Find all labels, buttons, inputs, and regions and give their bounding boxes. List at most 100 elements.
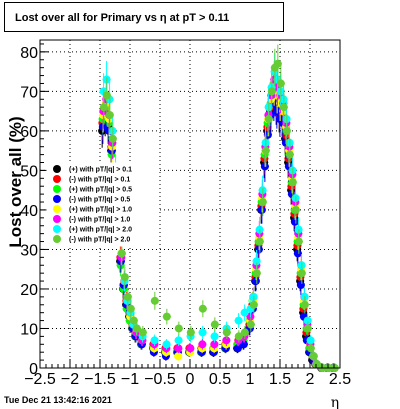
data-point (296, 281, 305, 290)
legend-marker (53, 165, 61, 173)
legend-label: (-) with pT/|q| > 1.0 (69, 217, 130, 224)
data-point (303, 324, 312, 333)
data-point (293, 249, 302, 258)
data-point (285, 150, 294, 159)
y-tick-label: 70 (20, 84, 38, 101)
data-point (252, 257, 261, 266)
y-tick-label: 50 (20, 163, 38, 180)
legend-label: (-) with pT/|q| > 0.1 (69, 177, 130, 184)
data-point (282, 126, 291, 135)
x-axis-title: η (331, 395, 339, 409)
data-point (117, 249, 126, 258)
data-point (276, 79, 285, 88)
data-point (198, 340, 207, 349)
data-point (210, 320, 219, 329)
data-point (306, 336, 315, 345)
data-point (279, 103, 288, 112)
data-point (290, 217, 299, 226)
data-point (252, 269, 261, 278)
x-tick-label: −2.5 (24, 371, 56, 388)
legend: (+) with pT/|q| > 0.1 (-) with pT/|q| > 0… (46, 162, 160, 247)
data-point (198, 304, 207, 313)
data-point (258, 198, 267, 207)
data-point (246, 320, 255, 329)
data-point (294, 237, 303, 246)
data-point (174, 336, 183, 345)
x-tick-label: 2 (306, 371, 315, 388)
data-point (162, 340, 171, 349)
data-point (264, 115, 273, 124)
x-tick-label: 1 (246, 371, 255, 388)
legend-label: (+) with pT/|q| > 2.0 (69, 227, 132, 234)
data-point (126, 304, 135, 313)
data-point (273, 59, 282, 68)
legend-label: (+) with pT/|q| > 0.1 (69, 167, 132, 174)
legend-marker (53, 215, 61, 223)
data-point (198, 328, 207, 337)
legend-box (46, 162, 160, 247)
data-point (240, 308, 249, 317)
x-tick-label: −2 (61, 371, 79, 388)
data-point (239, 340, 248, 349)
data-point (99, 103, 108, 112)
legend-label: (+) with pT/|q| > 0.5 (69, 187, 132, 194)
data-point (150, 296, 159, 305)
data-point (303, 316, 312, 325)
legend-marker (53, 185, 61, 193)
y-tick-label: 80 (20, 45, 38, 62)
axis-ticks: −2.5 −2 −1.5 −1 −0.5 0 0.5 1 1.5 2 2.5 0 10 20 30 40 50 6… (20, 43, 351, 388)
data-point (210, 332, 219, 341)
data-point (233, 344, 242, 353)
legend-marker (53, 235, 61, 243)
legend-label: (+) with pT/|q| > 1.0 (69, 207, 132, 214)
y-tick-label: 10 (20, 321, 38, 338)
y-axis-title: Lost over all (%) (6, 116, 25, 247)
data-point (222, 328, 231, 337)
y-tick-label: 0 (29, 361, 38, 378)
data-point (306, 344, 315, 353)
x-tick-label: −0.5 (144, 371, 176, 388)
data-point (105, 111, 114, 120)
data-points (98, 44, 339, 372)
data-point (174, 324, 183, 333)
series-7 (99, 44, 339, 372)
data-point (222, 336, 231, 345)
data-point (251, 277, 260, 286)
data-point (102, 91, 111, 100)
data-point (234, 332, 243, 341)
data-point (261, 146, 270, 155)
data-point (312, 360, 321, 369)
data-point (288, 178, 297, 187)
data-point (129, 316, 138, 325)
data-point (267, 87, 276, 96)
y-tick-label: 20 (20, 282, 38, 299)
legend-marker (53, 195, 61, 203)
y-tick-label: 30 (20, 242, 38, 259)
data-point (132, 324, 141, 333)
x-tick-label: 0.5 (209, 371, 231, 388)
data-point (249, 300, 258, 309)
data-point (138, 328, 147, 337)
data-point (240, 328, 249, 337)
data-point (234, 316, 243, 325)
legend-label: (-) with pT/|q| > 2.0 (69, 237, 130, 244)
footer-timestamp: Tue Dec 21 13:42:16 2021 (4, 395, 112, 405)
data-point (210, 340, 219, 349)
y-tick-label: 40 (20, 203, 38, 220)
legend-label: (-) with pT/|q| > 0.5 (69, 197, 130, 204)
data-point (123, 292, 132, 301)
data-point (108, 134, 117, 143)
y-tick-label: 60 (20, 124, 38, 141)
data-point (186, 344, 195, 353)
legend-marker (53, 205, 61, 213)
legend-marker (53, 175, 61, 183)
legend-marker (53, 225, 61, 233)
data-point (150, 336, 159, 345)
x-tick-label: −1 (121, 371, 139, 388)
data-point (174, 352, 183, 361)
x-tick-label: 0 (186, 371, 195, 388)
data-point (297, 269, 306, 278)
x-tick-label: 1.5 (269, 371, 291, 388)
data-point (291, 205, 300, 214)
